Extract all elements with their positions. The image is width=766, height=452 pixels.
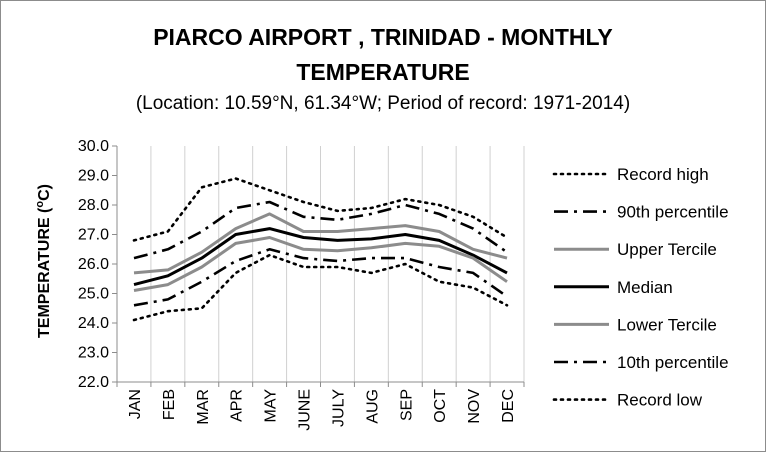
- x-tick-label: SEP: [398, 389, 415, 421]
- chart-subtitle: (Location: 10.59°N, 61.34°W; Period of r…: [135, 93, 631, 114]
- x-tick-label: AUG: [364, 389, 381, 424]
- series-line-record-high: [132, 177, 509, 242]
- series-line-10th-percentile: [133, 248, 508, 307]
- y-tick-label: 23.0: [78, 345, 109, 362]
- x-tick-label: MAY: [263, 389, 280, 423]
- legend-label: 10th percentile: [617, 353, 729, 372]
- y-tick-label: 25.0: [78, 286, 109, 303]
- y-tick-label: 24.0: [78, 315, 109, 332]
- series-line-upper-tercile: [133, 212, 508, 275]
- series-line-record-low: [132, 253, 509, 322]
- x-tick-label: FEB: [161, 389, 178, 420]
- x-tick-label: OCT: [432, 389, 449, 423]
- x-tick-label: NOV: [466, 389, 483, 424]
- y-tick-label: 29.0: [78, 168, 109, 185]
- series-line-median: [133, 227, 508, 287]
- y-axis-title-main: TEMPERATURE (: [36, 207, 53, 338]
- legend-label: Median: [617, 278, 673, 297]
- x-tick-label: DEC: [500, 389, 517, 423]
- x-tick-label: MAR: [195, 389, 212, 425]
- legend-label: Lower Tercile: [617, 315, 717, 334]
- legend-label: Record high: [617, 165, 709, 184]
- x-tick-label: JAN: [127, 389, 144, 419]
- x-tick-label: JUNE: [297, 389, 314, 431]
- legend-label: 90th percentile: [617, 203, 729, 222]
- series-line-90th-percentile: [133, 200, 508, 260]
- y-axis-title-unit: C): [36, 184, 53, 201]
- y-axis-title: TEMPERATURE (oC): [34, 184, 53, 338]
- x-tick-label: JULY: [330, 389, 347, 427]
- legend-label: Record low: [617, 391, 703, 410]
- series-line-lower-tercile: [133, 236, 508, 292]
- chart-title-line-1: PIARCO AIRPORT , TRINIDAD - MONTHLY: [153, 24, 613, 50]
- chart-title-line-2: TEMPERATURE: [296, 59, 470, 85]
- series-group: [132, 177, 509, 322]
- y-tick-label: 30.0: [78, 138, 109, 155]
- y-tick-label: 22.0: [78, 374, 109, 391]
- y-tick-label: 27.0: [78, 227, 109, 244]
- legend-label: Upper Tercile: [617, 240, 717, 259]
- axes: [112, 145, 525, 387]
- tick-labels: 22.0 23.0 24.0 25.0 26.0 27.0 28.0 29.0 30.0 JAN F…: [78, 138, 517, 431]
- y-tick-label: 28.0: [78, 197, 109, 214]
- y-axis-title-superscript: o: [34, 201, 46, 208]
- x-tick-label: APR: [229, 389, 246, 422]
- legend: Record high 90th percentile Upper Tercile M…: [552, 165, 729, 410]
- y-tick-label: 26.0: [78, 256, 109, 273]
